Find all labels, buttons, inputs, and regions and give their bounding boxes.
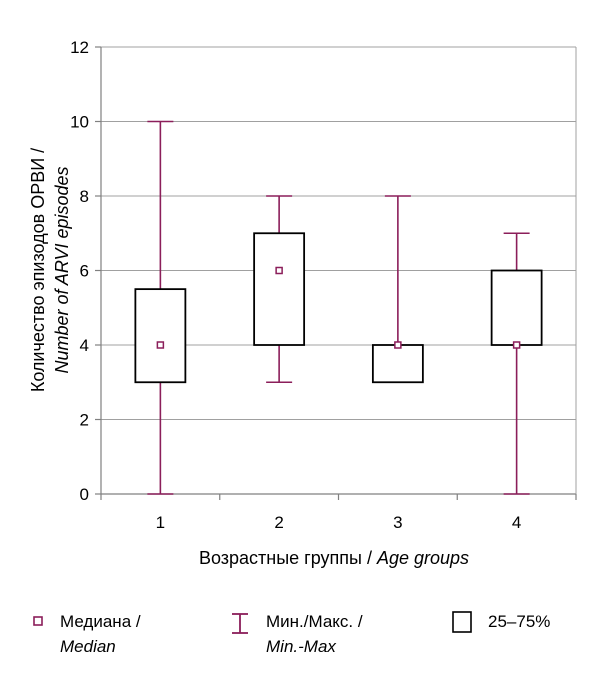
legend-median-label-line1: Медиана / [60, 612, 141, 631]
y-tick-label-2: 2 [80, 411, 89, 430]
x-axis-label-italic: Age groups [376, 548, 469, 568]
x-axis-ticks: 1 2 3 4 [100, 494, 577, 532]
y-axis-ticks: 0 2 4 6 8 10 12 [70, 38, 101, 504]
x-tick-label-1: 1 [156, 513, 165, 532]
iqr-box-1 [134, 288, 187, 384]
y-tick-label-12: 12 [70, 38, 89, 57]
box-series [134, 120, 543, 495]
legend-iqr: 25–75% [452, 611, 550, 633]
x-tick-label-4: 4 [512, 513, 521, 532]
y-axis-label-line2: Number of ARVI episodes [52, 166, 72, 373]
y-tick-label-8: 8 [80, 187, 89, 206]
legend-iqr-label: 25–75% [488, 612, 550, 631]
iqr-box-3 [371, 344, 424, 384]
x-axis-label: Возрастные группы / Age groups [199, 548, 469, 568]
x-axis-label-main: Возрастные группы / [199, 548, 377, 568]
box-group-1 [134, 120, 187, 495]
legend-minmax-label-line2: Min.-Max [266, 637, 336, 656]
x-tick-label-3: 3 [393, 513, 402, 532]
legend-minmax: Мин./Макс. / Min.-Max [232, 612, 363, 656]
y-tick-label-6: 6 [80, 262, 89, 281]
box-group-4 [490, 232, 543, 495]
box-group-2 [253, 195, 306, 384]
median-marker-2 [275, 266, 283, 275]
legend: Медиана / Median Мин./Макс. / Min.-Max 2… [33, 611, 550, 656]
median-marker-3 [394, 341, 402, 349]
iqr-box-4 [490, 269, 543, 346]
y-tick-label-0: 0 [80, 485, 89, 504]
legend-iqr-box [452, 611, 472, 633]
legend-minmax-label-line1: Мин./Макс. / [266, 612, 363, 631]
y-axis-label-line1: Количество эпизодов ОРВИ / [28, 148, 48, 392]
y-tick-label-4: 4 [80, 336, 89, 355]
iqr-box-2 [253, 232, 306, 346]
x-tick-label-2: 2 [274, 513, 283, 532]
legend-median-label-line2: Median [60, 637, 116, 656]
legend-median: Медиана / Median [33, 612, 141, 656]
legend-median-marker [33, 616, 43, 626]
box-group-3 [371, 195, 424, 384]
median-marker-4 [512, 341, 521, 349]
y-tick-label-10: 10 [70, 113, 89, 132]
median-marker-1 [156, 341, 165, 349]
